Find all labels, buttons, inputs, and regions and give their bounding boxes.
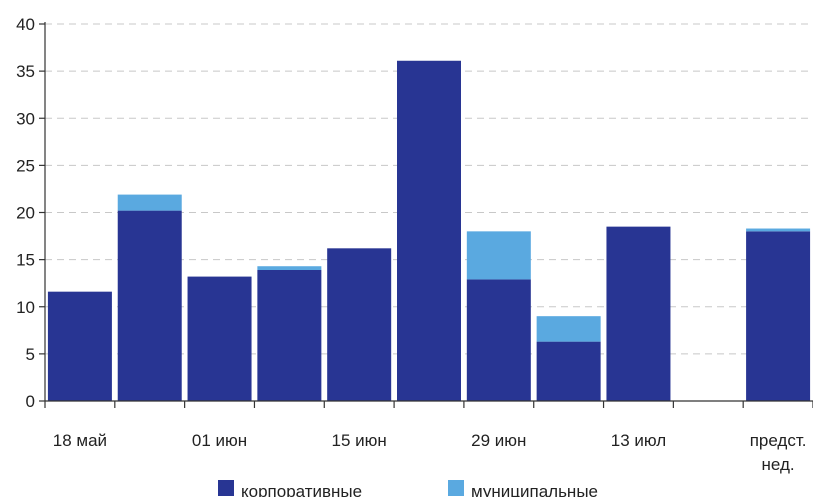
y-axis-tick-labels: 0 5 10 15 20 25 30 35 40 [16, 15, 35, 411]
bars [47, 60, 811, 401]
legend-label: муниципальные [471, 482, 598, 497]
x-tick-label: 01 июн [192, 431, 247, 450]
y-tick-label: 30 [16, 109, 35, 128]
bar-segment-municipal [466, 231, 531, 280]
y-tick-label: 35 [16, 62, 35, 81]
bar-segment-municipal [746, 228, 811, 232]
legend-swatch [218, 480, 234, 496]
y-tick-label: 25 [16, 156, 35, 175]
legend-label: корпоративные [241, 482, 362, 497]
y-tick-label: 40 [16, 15, 35, 34]
y-tick-label: 5 [26, 345, 35, 364]
bar-segment-corporate [397, 60, 461, 401]
y-tick-label: 20 [16, 204, 35, 223]
bar-segment-corporate [466, 279, 531, 401]
bar-segment-corporate [47, 291, 112, 401]
legend: корпоративные муниципальные [218, 480, 598, 497]
x-axis-tick-labels: 18 май 01 июн 15 июн 29 июн 13 июл предст. нед… [53, 431, 807, 474]
x-tick-label: предст. нед. [750, 431, 807, 474]
bar-segment-corporate [327, 248, 392, 401]
x-tick-label: 13 июл [611, 431, 666, 450]
y-tick-label: 10 [16, 298, 35, 317]
bar-segment-corporate [746, 231, 811, 401]
legend-swatch [448, 480, 464, 496]
bar-segment-corporate [536, 341, 601, 401]
x-tick-label: 29 июн [471, 431, 526, 450]
bar-segment-corporate [257, 269, 322, 401]
bar-segment-municipal [257, 266, 322, 270]
x-tick-label: 15 июн [332, 431, 387, 450]
bar-segment-municipal [117, 194, 182, 211]
bar-segment-corporate [117, 210, 182, 401]
bar-segment-corporate [187, 276, 252, 401]
bar-segment-corporate [606, 226, 671, 401]
y-tick-label: 0 [26, 392, 35, 411]
x-tick-label: 18 май [53, 431, 107, 450]
y-tick-label: 15 [16, 251, 35, 270]
bar-segment-municipal [536, 316, 601, 342]
axes [39, 22, 813, 408]
